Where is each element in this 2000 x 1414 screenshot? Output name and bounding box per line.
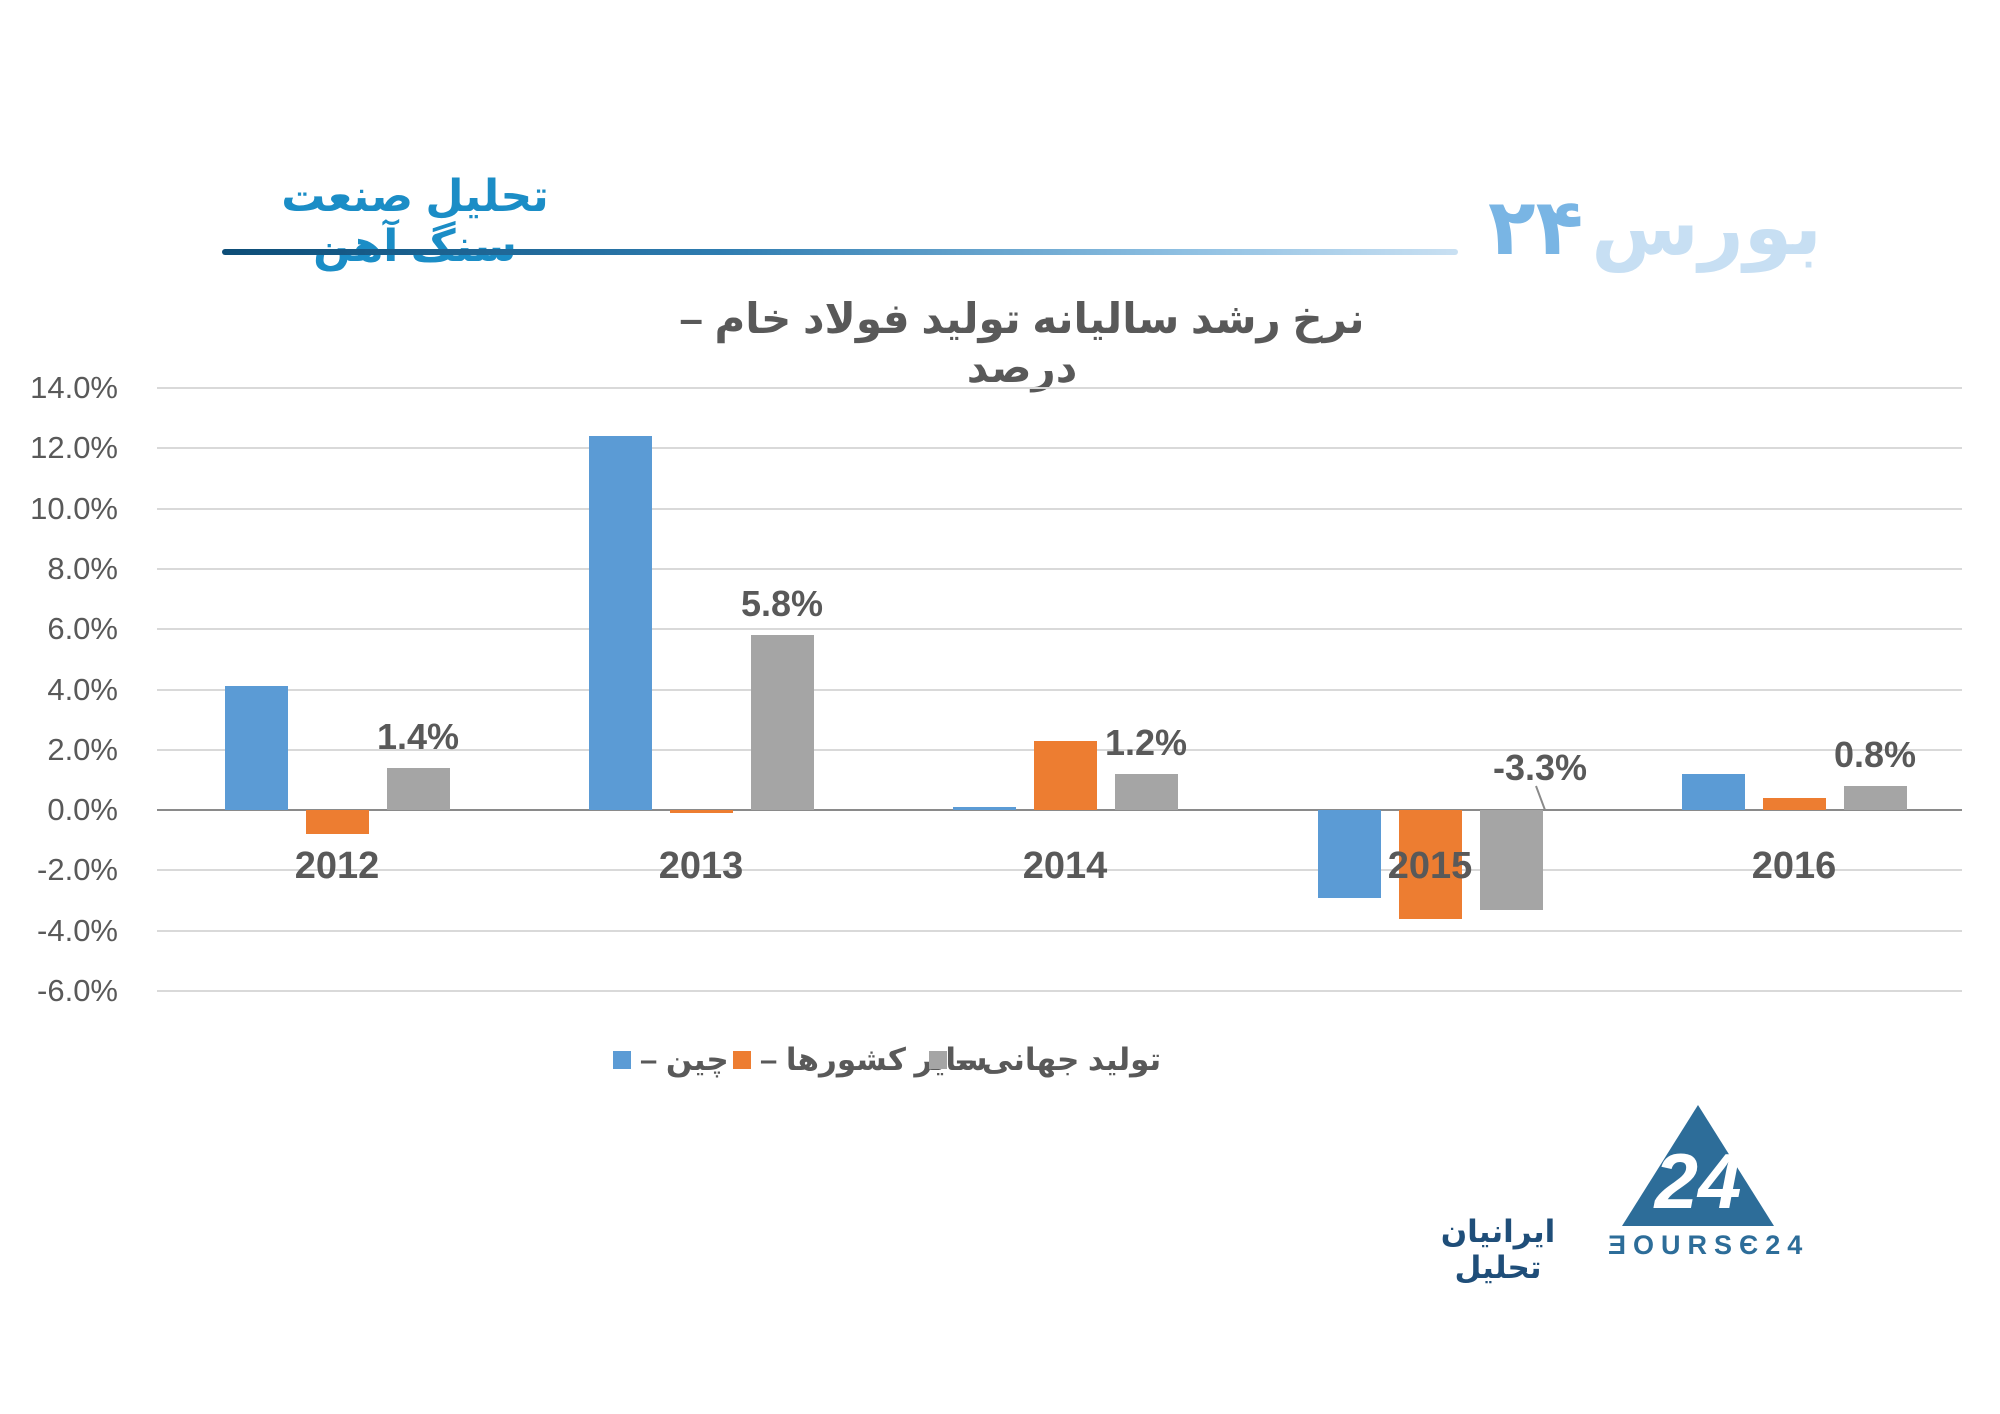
bar-2016-series-2: [1843, 785, 1907, 811]
y-axis-label: 0.0%: [47, 792, 118, 828]
analyst-credit: ایرانیان تحلیل: [1440, 1214, 1556, 1285]
bar-2012-series-2: [386, 767, 450, 811]
legend-swatch-icon: [929, 1051, 947, 1069]
y-axis-label: -2.0%: [37, 852, 118, 888]
x-axis-zero-line: [157, 809, 1962, 812]
y-axis-label: 14.0%: [30, 370, 118, 405]
gridline: [157, 929, 1962, 932]
bar-2015-series-2: [1479, 810, 1543, 910]
x-axis-year-label: 2016: [1751, 845, 1837, 887]
bar-2012-series-1: [305, 810, 369, 835]
legend-swatch-icon: [733, 1051, 751, 1069]
legend-label: – تولید جهانی: [956, 1042, 1162, 1077]
bourse24-watermark-logo: ۲۴ بورس: [1488, 188, 1822, 266]
x-axis-year-label: 2012: [294, 845, 380, 887]
watermark-number: ۲۴: [1488, 183, 1584, 271]
x-axis-year-label: 2014: [1022, 845, 1108, 887]
legend-label: – سایر کشورها: [760, 1042, 988, 1077]
legend-swatch-icon: [613, 1051, 631, 1069]
data-label: 1.2%: [1104, 721, 1188, 763]
y-axis-label: 4.0%: [47, 671, 118, 707]
bar-2014-series-1: [1033, 740, 1097, 811]
gridline: [157, 507, 1962, 510]
legend-item-0: – چین: [613, 1042, 729, 1078]
y-axis-label: -6.0%: [37, 973, 118, 1008]
data-label: 1.4%: [376, 715, 460, 757]
bar-2014-series-0: [952, 807, 1016, 811]
bar-2016-series-0: [1681, 773, 1745, 811]
data-label-callout-line: [1535, 785, 1546, 811]
gridline: [157, 567, 1962, 570]
logo-triangle: [1622, 1105, 1774, 1226]
header-divider-line: [222, 249, 1458, 255]
bar-2013-series-1: [669, 810, 733, 814]
data-label: 0.8%: [1833, 733, 1917, 775]
legend-label: – چین: [640, 1042, 729, 1077]
bar-2015-series-0: [1317, 810, 1381, 898]
bar-2014-series-2: [1114, 773, 1178, 811]
logo-24-mark: 24: [1653, 1137, 1742, 1225]
y-axis-label: 12.0%: [30, 430, 118, 466]
legend-item-2: – تولید جهانی: [929, 1042, 1161, 1078]
bar-2015-series-1: [1398, 810, 1462, 919]
gridline: [157, 628, 1962, 631]
bar-2016-series-1: [1762, 798, 1826, 811]
data-label: -3.3%: [1492, 747, 1588, 788]
section-title: تحلیل صنعت سنگ آهن: [281, 172, 549, 271]
bar-2013-series-2: [750, 635, 814, 811]
y-axis-label: -4.0%: [37, 912, 118, 948]
y-axis-label: 2.0%: [47, 731, 118, 767]
gridline: [157, 869, 1962, 872]
bar-2013-series-0: [588, 436, 652, 811]
x-axis-year-label: 2013: [658, 845, 744, 887]
watermark-word: بورس: [1591, 183, 1822, 271]
gridline: [157, 688, 1962, 691]
x-axis-year-label: 2015: [1387, 845, 1473, 887]
bourse24-logotype: ƎOURSЄ24: [1608, 1230, 1810, 1260]
gridline: [157, 990, 1962, 992]
bar-2012-series-0: [224, 686, 288, 811]
legend-item-1: – سایر کشورها: [733, 1042, 988, 1078]
gridline: [157, 387, 1962, 389]
y-axis-label: 10.0%: [30, 490, 118, 526]
gridline: [157, 447, 1962, 450]
bourse24-triangle-logo: 24: [1622, 1105, 1774, 1226]
chart-title: نرخ رشد سالیانه تولید فولاد خام – درصد: [679, 295, 1365, 391]
data-label: 5.8%: [740, 583, 824, 625]
y-axis-label: 8.0%: [47, 550, 118, 586]
y-axis-label: 6.0%: [47, 611, 118, 647]
